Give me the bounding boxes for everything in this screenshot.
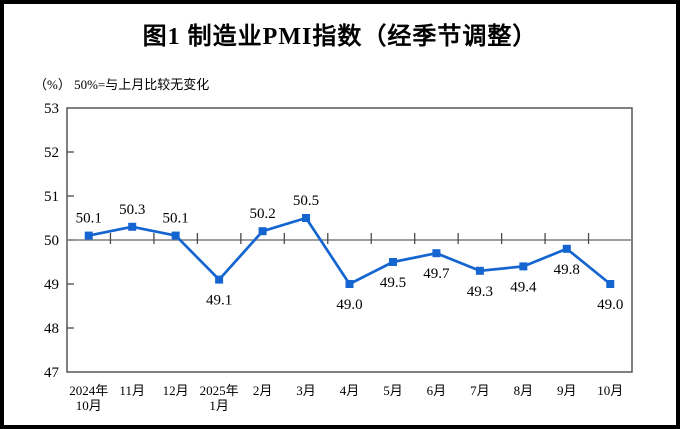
data-point-label: 49.7 bbox=[423, 266, 450, 282]
data-point-label: 49.1 bbox=[206, 293, 232, 309]
data-point-marker bbox=[519, 262, 528, 271]
x-axis-label: 6月 bbox=[427, 383, 447, 398]
x-axis-label: 8月 bbox=[514, 383, 534, 398]
chart-axis-unit-note: （%） 50%=与上月比较无变化 bbox=[34, 77, 210, 92]
data-point-label: 50.5 bbox=[293, 193, 319, 209]
data-point-marker bbox=[388, 258, 397, 266]
y-axis-label: 52 bbox=[44, 145, 59, 161]
y-axis-label: 47 bbox=[44, 365, 60, 381]
x-axis-label: 3月 bbox=[296, 383, 316, 398]
data-point-label: 49.3 bbox=[467, 284, 493, 300]
x-axis-label: 11月 bbox=[119, 383, 145, 398]
x-axis-label: 4月 bbox=[340, 383, 360, 398]
x-axis-label: 1月 bbox=[209, 398, 229, 413]
data-point-label: 50.3 bbox=[119, 202, 145, 218]
y-axis-label: 53 bbox=[44, 101, 59, 117]
data-point-marker bbox=[432, 249, 441, 258]
x-axis-label: 7月 bbox=[470, 383, 490, 398]
data-point-label: 50.1 bbox=[76, 211, 102, 227]
data-point-label: 49.8 bbox=[554, 262, 580, 278]
x-axis-label: 9月 bbox=[557, 383, 577, 398]
data-point-label: 50.1 bbox=[163, 211, 189, 227]
data-point-marker bbox=[606, 280, 615, 288]
data-point-marker bbox=[345, 280, 354, 288]
data-point-marker bbox=[84, 231, 93, 240]
x-axis-label: 10月 bbox=[597, 383, 623, 398]
y-axis-label: 50 bbox=[44, 233, 59, 249]
data-point-marker bbox=[562, 244, 571, 253]
x-axis-label: 2024年 bbox=[69, 383, 108, 398]
x-axis-label: 12月 bbox=[163, 383, 189, 398]
data-point-marker bbox=[258, 227, 267, 236]
data-point-marker bbox=[475, 266, 484, 275]
data-point-label: 49.0 bbox=[336, 297, 362, 313]
data-point-label: 49.4 bbox=[510, 279, 537, 295]
data-point-marker bbox=[215, 275, 224, 284]
x-axis-label: 10月 bbox=[76, 398, 102, 413]
y-axis-label: 51 bbox=[44, 189, 59, 205]
data-point-label: 50.2 bbox=[249, 206, 275, 222]
pmi-series-line bbox=[88, 216, 612, 286]
data-point-marker bbox=[302, 214, 311, 222]
data-point-label: 49.0 bbox=[597, 297, 623, 313]
chart-title: 图1 制造业PMI指数（经季节调整） bbox=[142, 24, 538, 50]
data-point-marker bbox=[128, 222, 137, 231]
y-axis-label: 49 bbox=[44, 277, 59, 293]
data-point-label: 49.5 bbox=[380, 275, 406, 291]
x-axis-label: 5月 bbox=[383, 383, 403, 398]
data-point-marker bbox=[171, 231, 180, 240]
x-axis-label: 2月 bbox=[253, 383, 273, 398]
y-axis-label: 48 bbox=[44, 321, 59, 337]
x-axis-label: 2025年 bbox=[200, 383, 239, 398]
